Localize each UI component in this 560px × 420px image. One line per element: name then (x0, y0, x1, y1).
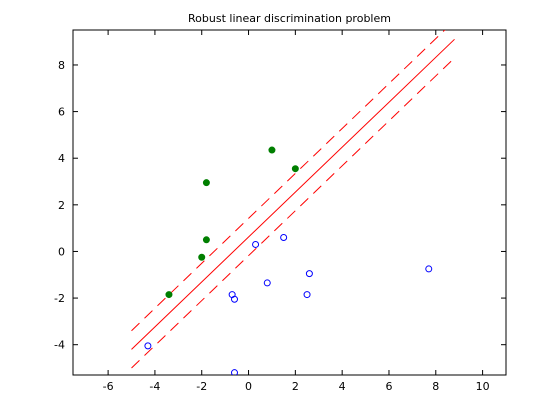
chart-title: Robust linear discrimination problem (188, 12, 391, 25)
y-tick-label: -4 (54, 339, 65, 352)
x-tick-label: 8 (432, 380, 439, 393)
data-point-filled (199, 254, 205, 260)
x-tick-label: -2 (196, 380, 207, 393)
y-tick-label: -2 (54, 292, 65, 305)
x-tick-label: -6 (103, 380, 114, 393)
plot-area (73, 30, 506, 375)
data-point-filled (166, 292, 172, 298)
x-tick-label: 2 (292, 380, 299, 393)
y-tick-label: 6 (58, 106, 65, 119)
x-tick-label: -4 (149, 380, 160, 393)
x-tick-label: 10 (476, 380, 490, 393)
y-tick-label: 2 (58, 199, 65, 212)
data-point-filled (292, 166, 298, 172)
x-tick-label: 4 (339, 380, 346, 393)
data-point-filled (203, 237, 209, 243)
y-tick-label: 8 (58, 59, 65, 72)
data-point-filled (203, 180, 209, 186)
x-tick-label: 6 (385, 380, 392, 393)
y-tick-label: 0 (58, 245, 65, 258)
y-tick-label: 4 (58, 152, 65, 165)
data-point-filled (269, 147, 275, 153)
x-tick-label: 0 (245, 380, 252, 393)
